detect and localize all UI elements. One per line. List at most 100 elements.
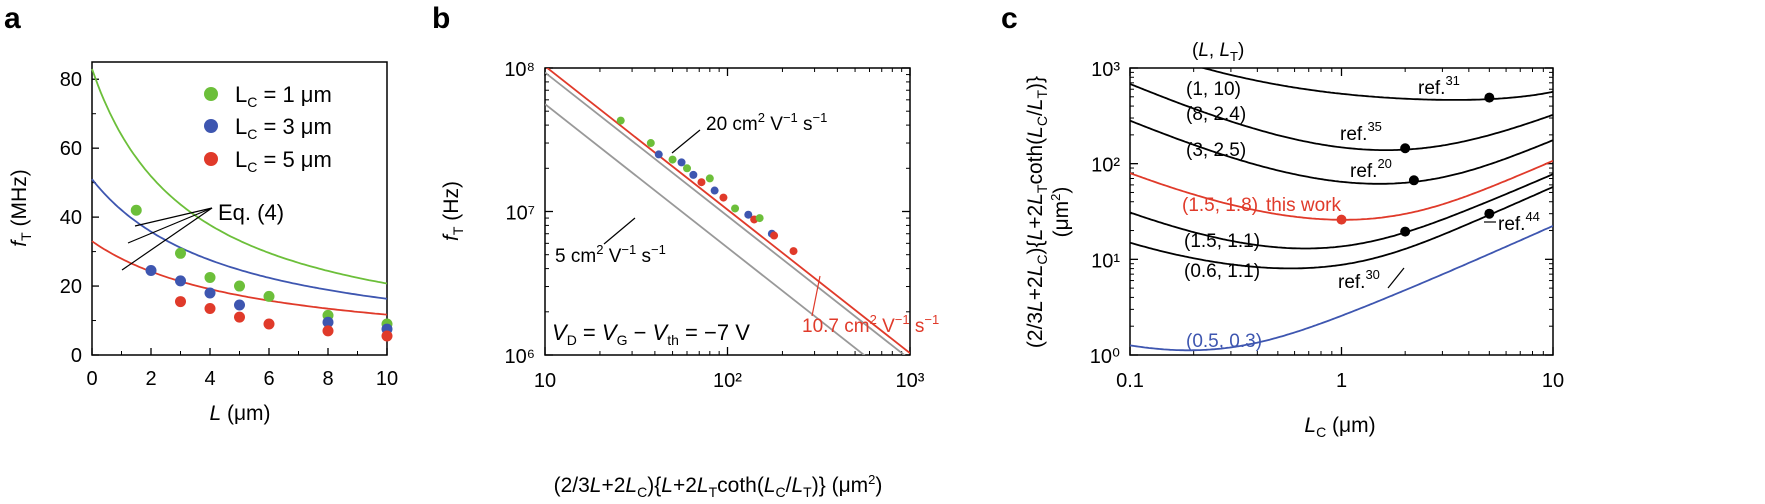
a-ytick-label: 0 [71,345,82,367]
c-ref-point-5 [1400,226,1411,237]
b-ytick-label: 10⁸ [504,59,535,81]
curve-label-1-10: (1, 10) [1186,79,1241,100]
curve-label-0-6-1-1: (0.6, 1.1) [1184,261,1260,282]
a-data-point-2 [381,330,393,342]
a-fit-curve-0 [91,68,388,285]
c-curve-5 [1130,186,1553,270]
a-xtick-label: 0 [86,368,97,390]
a-data-point-0 [130,204,142,216]
c-ytick-label: 10¹ [1091,250,1120,272]
b-xtick-label: 10³ [896,370,925,392]
b-data-point [744,210,753,219]
ref-44-label: ref.44 [1498,209,1540,235]
ref-31-label: ref.31 [1418,73,1460,99]
b-data-point [719,193,728,202]
panel-label-b: b [432,2,450,35]
legend-label-lc1: LC = 1 μm [235,82,332,110]
b-data-point [705,174,714,183]
b-data-point [770,231,779,240]
panel-a: a 0 2 4 6 8 10 0 20 40 60 80 Eq. (4) LC = 1 μm LC … [4,2,398,425]
b-data-point [668,155,677,164]
a-data-point-0 [204,271,216,283]
panel-a-xlabel: L (μm) [209,402,270,425]
panel-a-legend: LC = 1 μm LC = 3 μm LC = 5 μm [204,82,332,175]
eq4-pointer-red [121,207,213,271]
a-xtick-label: 10 [376,368,398,390]
panel-label-a: a [4,2,21,35]
panel-b-ylabel: fT (Hz) [440,181,466,241]
c-ref-point-3 [1336,214,1347,225]
a-data-point-0 [234,280,245,292]
b-data-point [755,214,764,223]
b-xtick-label: 10 [534,370,556,392]
condition-label: VD = VG − Vth = −7 V [552,320,750,348]
c-ref-point-2 [1408,175,1419,186]
a-xtick-label: 4 [204,368,215,390]
a-fit-curve-1 [91,178,388,300]
panel-b-frame [544,67,911,356]
a-data-point-1 [234,299,245,311]
ref-30-label: ref.30 [1338,267,1380,293]
c-ytick-label: 10² [1091,155,1120,177]
ref-20-label: ref.20 [1350,156,1392,182]
curve-label-0-5-0-3: (0.5, 0.3) [1186,331,1262,352]
a-xtick-label: 6 [263,368,274,390]
this-work-label: this work [1266,195,1341,216]
b-mobility-line-2 [545,103,866,355]
b-data-point [616,116,625,125]
legend-title-l-lt: (L, LT) [1192,40,1244,64]
panel-label-c: c [1001,2,1018,35]
a-data-point-1 [204,287,216,299]
curve-label-1-5-1-1: (1.5, 1.1) [1184,231,1260,252]
ref-35-label: ref.35 [1340,119,1382,145]
legend-marker-lc1 [204,87,218,101]
ref-30-pointer [1387,267,1405,289]
line-label-5: 5 cm2 V−1 s−1 [555,242,666,267]
a-xtick-label: 2 [145,368,156,390]
a-data-point-0 [263,290,275,302]
c-curve-1 [1130,83,1553,152]
a-data-point-2 [263,318,275,330]
eq4-pointer-blue [127,207,213,244]
a-ytick-label: 60 [60,138,82,160]
b-data-point [731,204,740,213]
line-label-20: 20 cm2 V−1 s−1 [706,110,827,135]
c-xtick-label: 0.1 [1116,370,1144,392]
c-ref-point-0 [1484,92,1495,103]
line-label-10-7: 10.7 cm2 V−1 s−1 [802,312,939,337]
panel-b: b 10 10² 10³ 10⁶ 10⁷ 10⁸ 20 cm2 V−1 s−1 5 cm2… [432,2,939,500]
b-mobility-line-1 [545,68,910,354]
eq4-pointer-green [134,207,213,227]
a-ytick-label: 80 [60,69,82,91]
legend-label-lc3: LC = 3 μm [235,114,332,142]
a-fit-curve-2 [91,240,388,316]
c-curve-4 [1130,173,1553,250]
eq4-label: Eq. (4) [218,200,284,225]
b-data-point [683,164,692,173]
c-ref-point-4 [1484,208,1495,219]
b-data-point [789,247,798,256]
curve-label-8-2-4: (8, 2.4) [1186,104,1246,125]
panel-c-xlabel: LC (μm) [1304,414,1375,440]
a-data-point-1 [145,265,157,277]
panel-c-ylabel-unit: (μm2) [1048,187,1073,238]
legend-label-lc5: LC = 5 μm [235,147,332,175]
a-xtick-label: 8 [322,368,333,390]
a-data-point-0 [175,247,186,259]
panel-b-xlabel: (2/3L+2LC){L+2LTcoth(LC/LT)} (μm2) [554,472,883,500]
panel-a-ylabel: fT (MHz) [8,169,34,246]
b-ytick-label: 10⁶ [505,346,535,368]
line-10-7-pointer [811,275,821,317]
b-data-point [654,150,663,159]
a-data-point-2 [204,302,216,314]
c-curve-0 [1200,68,1553,101]
b-data-point [697,178,706,187]
b-xtick-label: 10² [713,370,742,392]
line-20-pointer [671,129,701,154]
curve-label-1-5-1-8: (1.5, 1.8) [1182,195,1258,216]
b-data-point [689,170,698,179]
legend-marker-lc5 [204,152,218,166]
c-xtick-label: 10 [1542,370,1564,392]
curve-label-3-2-5: (3, 2.5) [1186,140,1246,161]
